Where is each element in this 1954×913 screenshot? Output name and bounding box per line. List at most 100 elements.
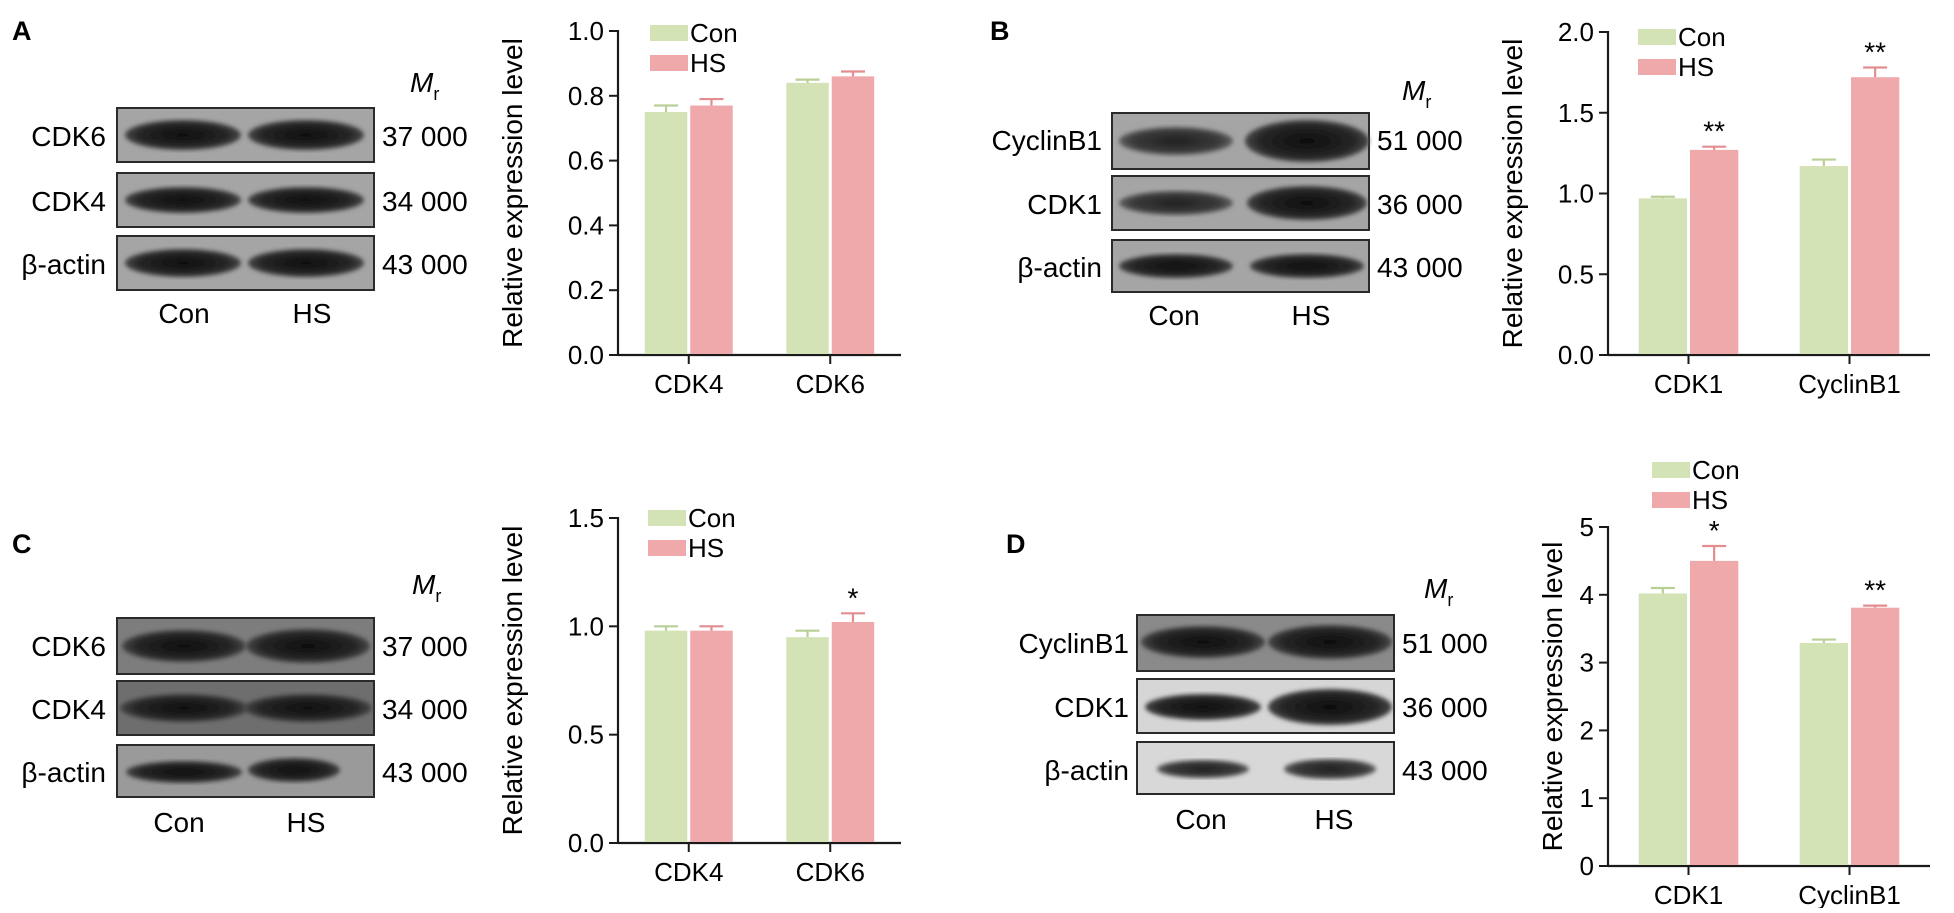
legend-label: Con — [690, 18, 738, 48]
blot-band — [1250, 254, 1364, 278]
x-tick-label: CDK6 — [796, 369, 865, 399]
western-blot-c: Mr CDK6 37 000 CDK4 34 000 β-actin 43 00… — [21, 569, 467, 838]
panel-letter: D — [1006, 529, 1026, 559]
y-tick-label: 5 — [1580, 512, 1594, 542]
x-tick-label: CDK4 — [654, 369, 723, 399]
blot-band — [1119, 127, 1233, 155]
legend-label: HS — [688, 533, 724, 563]
panel-letter: A — [12, 16, 32, 46]
blot-row-label: CyclinB1 — [1019, 628, 1129, 659]
y-tick-label: 1.5 — [1558, 98, 1594, 128]
blot-band — [122, 630, 246, 662]
y-tick-label: 1 — [1580, 783, 1594, 813]
blot-mr-value: 43 000 — [382, 249, 468, 280]
bar-hs — [690, 105, 733, 355]
bar-hs — [1690, 149, 1739, 354]
blot-row-label: CDK1 — [1054, 692, 1129, 723]
blot-band — [1157, 760, 1249, 778]
panel-a: A Mr CDK6 37 000 CDK4 34 000 β-actin 43 … — [12, 16, 901, 399]
bar-con — [644, 112, 688, 354]
western-blot-d: Mr CyclinB1 51 000 CDK1 36 000 β-actin 4… — [1019, 573, 1488, 835]
blot-band — [248, 187, 364, 213]
blot-lane-label: Con — [1175, 804, 1226, 835]
blot-row-label: CDK4 — [31, 694, 106, 725]
y-tick-label: 2 — [1580, 715, 1594, 745]
blot-band — [1245, 120, 1369, 162]
blot-band — [246, 629, 370, 663]
legend-label: Con — [1678, 22, 1726, 52]
blot-band — [248, 249, 364, 277]
y-tick-label: 0.6 — [568, 146, 604, 176]
significance-mark: ** — [1864, 575, 1886, 606]
blot-row-label: β-actin — [21, 757, 106, 788]
blot-mr-value: 34 000 — [382, 186, 468, 217]
legend-swatch-hs — [648, 540, 686, 556]
x-tick-label: CyclinB1 — [1798, 369, 1901, 399]
blot-row-label: CDK1 — [1027, 189, 1102, 220]
legend-swatch-con — [1652, 462, 1690, 478]
blot-row-label: β-actin — [21, 249, 106, 280]
x-tick-label: CDK6 — [796, 857, 865, 887]
legend-swatch-con — [648, 510, 686, 526]
bar-chart-d: 0 1 2 3 4 5 Relative expression level CDK1 * Cycl… — [1537, 455, 1930, 910]
x-tick-label: CDK4 — [654, 857, 723, 887]
blot-row-label: CDK4 — [31, 186, 106, 217]
legend-label: HS — [1692, 485, 1728, 515]
western-blot-a: Mr CDK6 37 000 CDK4 34 000 β-actin 43 00… — [21, 67, 467, 329]
bar-con — [1638, 593, 1687, 865]
blot-band — [1119, 191, 1233, 215]
mr-label: Mr — [1402, 75, 1431, 112]
y-tick-label: 4 — [1580, 580, 1594, 610]
blot-band — [1119, 254, 1233, 278]
y-tick-label: 0.0 — [568, 828, 604, 858]
blot-row-label: CyclinB1 — [992, 125, 1102, 156]
y-axis-label: Relative expression level — [497, 38, 528, 348]
blot-band — [1247, 186, 1367, 220]
blot-band — [1284, 759, 1376, 779]
blot-row-label: CDK6 — [31, 631, 106, 662]
y-tick-label: 2.0 — [1558, 17, 1594, 47]
y-tick-label: 0.8 — [568, 81, 604, 111]
western-blot-b: Mr CyclinB1 51 000 CDK1 36 000 β-actin 4… — [992, 75, 1463, 331]
blot-lane-label: Con — [158, 298, 209, 329]
y-axis-label: Relative expression level — [497, 526, 528, 836]
blot-mr-value: 36 000 — [1377, 189, 1463, 220]
x-tick-label: CDK1 — [1654, 880, 1723, 908]
blot-band — [120, 694, 248, 722]
blot-band — [125, 120, 241, 150]
bar-chart-c: 0.0 0.5 1.0 1.5 Relative expression level CDK… — [497, 503, 901, 887]
blot-mr-value: 37 000 — [382, 631, 468, 662]
blot-band — [1268, 625, 1392, 659]
blot-mr-value: 43 000 — [382, 757, 468, 788]
y-tick-label: 0.2 — [568, 275, 604, 305]
blot-row-label: β-actin — [1044, 755, 1129, 786]
blot-lane-label: HS — [293, 298, 332, 329]
y-tick-label: 1.0 — [568, 16, 604, 46]
blot-mr-value: 51 000 — [1377, 125, 1463, 156]
blot-band — [248, 758, 340, 782]
y-tick-label: 1.0 — [1558, 179, 1594, 209]
legend-swatch-con — [650, 25, 688, 41]
bar-con — [1799, 166, 1848, 354]
y-tick-label: 0.0 — [1558, 340, 1594, 370]
panel-b: B Mr CyclinB1 51 000 CDK1 36 000 β-actin… — [990, 16, 1930, 399]
blot-band — [248, 120, 364, 150]
blot-row-label: β-actin — [1017, 252, 1102, 283]
blot-mr-value: 43 000 — [1402, 755, 1488, 786]
y-axis-label: Relative expression level — [1537, 542, 1568, 852]
legend-label: Con — [688, 503, 736, 533]
blot-band — [1268, 689, 1392, 725]
bar-hs — [831, 76, 875, 355]
bar-con — [786, 637, 829, 842]
x-tick-label: CyclinB1 — [1798, 880, 1901, 908]
panel-letter: B — [990, 16, 1010, 46]
bar-con — [786, 82, 829, 354]
y-tick-label: 1.5 — [568, 503, 604, 533]
x-tick-label: CDK1 — [1654, 369, 1723, 399]
legend-swatch-hs — [650, 55, 688, 71]
bar-con — [1799, 642, 1848, 865]
significance-mark: ** — [1703, 116, 1725, 147]
blot-mr-value: 51 000 — [1402, 628, 1488, 659]
y-tick-label: 0.5 — [1558, 259, 1594, 289]
